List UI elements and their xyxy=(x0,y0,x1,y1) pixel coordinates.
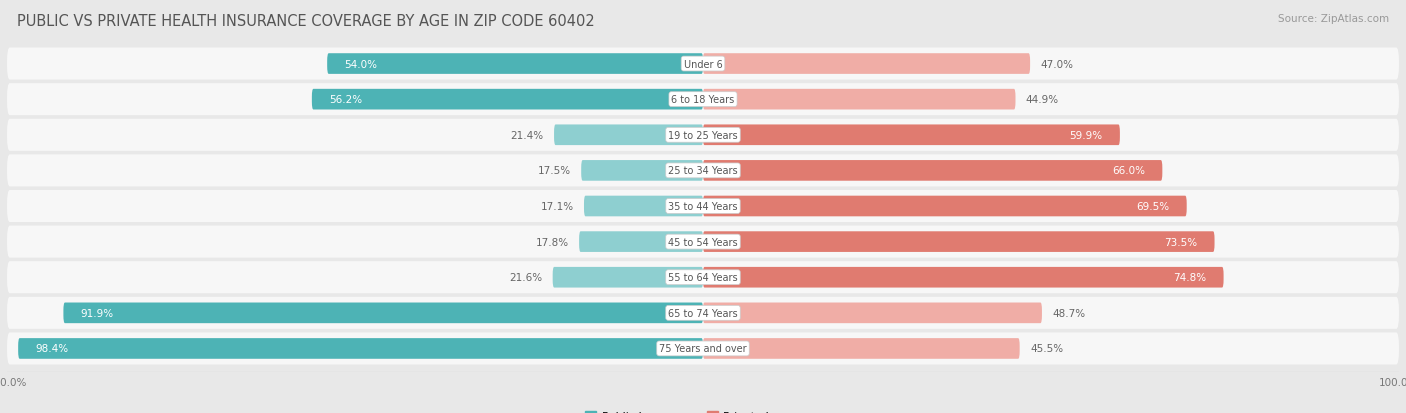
FancyBboxPatch shape xyxy=(312,90,703,110)
Text: 69.5%: 69.5% xyxy=(1136,202,1170,211)
FancyBboxPatch shape xyxy=(7,332,1399,365)
FancyBboxPatch shape xyxy=(583,196,703,217)
Text: Under 6: Under 6 xyxy=(683,59,723,69)
Text: 47.0%: 47.0% xyxy=(1040,59,1074,69)
Text: 35 to 44 Years: 35 to 44 Years xyxy=(668,202,738,211)
FancyBboxPatch shape xyxy=(328,54,703,75)
FancyBboxPatch shape xyxy=(7,48,1399,81)
Text: 48.7%: 48.7% xyxy=(1052,308,1085,318)
Text: 19 to 25 Years: 19 to 25 Years xyxy=(668,131,738,140)
Text: 91.9%: 91.9% xyxy=(80,308,114,318)
FancyBboxPatch shape xyxy=(703,232,1215,252)
Text: 98.4%: 98.4% xyxy=(35,344,69,354)
Text: 25 to 34 Years: 25 to 34 Years xyxy=(668,166,738,176)
Text: 54.0%: 54.0% xyxy=(344,59,378,69)
Text: 6 to 18 Years: 6 to 18 Years xyxy=(672,95,734,105)
FancyBboxPatch shape xyxy=(7,297,1399,329)
Text: 17.5%: 17.5% xyxy=(537,166,571,176)
FancyBboxPatch shape xyxy=(581,161,703,181)
Text: 45 to 54 Years: 45 to 54 Years xyxy=(668,237,738,247)
Text: 74.8%: 74.8% xyxy=(1173,273,1206,282)
Text: 66.0%: 66.0% xyxy=(1112,166,1144,176)
Text: 75 Years and over: 75 Years and over xyxy=(659,344,747,354)
Text: Source: ZipAtlas.com: Source: ZipAtlas.com xyxy=(1278,14,1389,24)
Text: 21.4%: 21.4% xyxy=(510,131,544,140)
Text: 65 to 74 Years: 65 to 74 Years xyxy=(668,308,738,318)
FancyBboxPatch shape xyxy=(703,196,1187,217)
FancyBboxPatch shape xyxy=(703,125,1121,146)
Text: 56.2%: 56.2% xyxy=(329,95,363,105)
FancyBboxPatch shape xyxy=(7,155,1399,187)
Text: 21.6%: 21.6% xyxy=(509,273,543,282)
FancyBboxPatch shape xyxy=(7,261,1399,294)
Text: 55 to 64 Years: 55 to 64 Years xyxy=(668,273,738,282)
Text: 44.9%: 44.9% xyxy=(1026,95,1059,105)
Text: 45.5%: 45.5% xyxy=(1031,344,1063,354)
FancyBboxPatch shape xyxy=(703,303,1042,323)
Text: 73.5%: 73.5% xyxy=(1164,237,1197,247)
FancyBboxPatch shape xyxy=(703,161,1163,181)
FancyBboxPatch shape xyxy=(7,119,1399,152)
FancyBboxPatch shape xyxy=(7,226,1399,258)
FancyBboxPatch shape xyxy=(579,232,703,252)
FancyBboxPatch shape xyxy=(554,125,703,146)
FancyBboxPatch shape xyxy=(63,303,703,323)
Text: 17.8%: 17.8% xyxy=(536,237,568,247)
Text: 17.1%: 17.1% xyxy=(540,202,574,211)
FancyBboxPatch shape xyxy=(7,190,1399,223)
Text: PUBLIC VS PRIVATE HEALTH INSURANCE COVERAGE BY AGE IN ZIP CODE 60402: PUBLIC VS PRIVATE HEALTH INSURANCE COVER… xyxy=(17,14,595,29)
FancyBboxPatch shape xyxy=(703,267,1223,288)
FancyBboxPatch shape xyxy=(703,54,1031,75)
FancyBboxPatch shape xyxy=(553,267,703,288)
FancyBboxPatch shape xyxy=(7,84,1399,116)
FancyBboxPatch shape xyxy=(703,90,1015,110)
Text: 59.9%: 59.9% xyxy=(1070,131,1102,140)
FancyBboxPatch shape xyxy=(18,338,703,359)
FancyBboxPatch shape xyxy=(703,338,1019,359)
Legend: Public Insurance, Private Insurance: Public Insurance, Private Insurance xyxy=(581,406,825,413)
